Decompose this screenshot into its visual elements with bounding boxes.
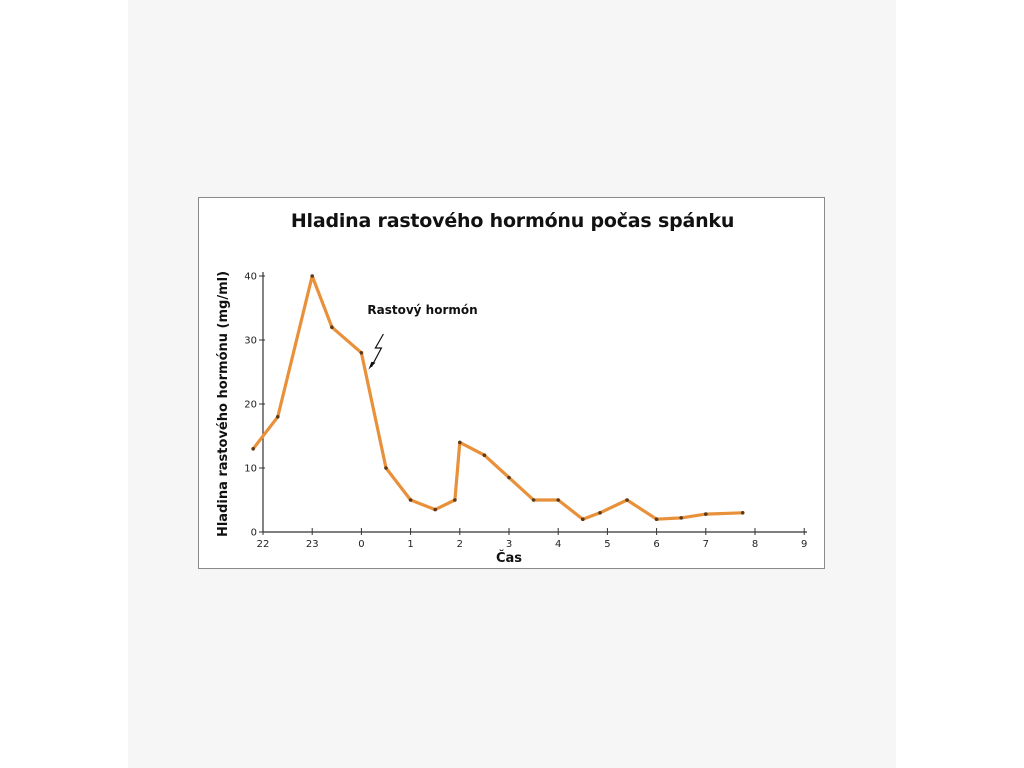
data-point bbox=[453, 498, 457, 502]
data-point bbox=[581, 517, 585, 521]
x-tick-label: 4 bbox=[555, 539, 561, 550]
axes bbox=[259, 272, 807, 535]
data-point bbox=[310, 274, 314, 278]
y-tick-label: 0 bbox=[251, 528, 257, 539]
data-point bbox=[433, 507, 437, 512]
data-point bbox=[679, 516, 683, 520]
data-point bbox=[531, 498, 536, 502]
y-axis-label: Hladina rastového hormónu (mg/ml) bbox=[216, 271, 231, 537]
y-tick-label: 20 bbox=[244, 400, 257, 411]
data-point bbox=[740, 511, 745, 515]
series-line bbox=[251, 274, 745, 521]
x-tick-label: 23 bbox=[306, 539, 319, 550]
x-tick-label: 1 bbox=[407, 539, 413, 550]
data-point bbox=[625, 498, 629, 502]
data-point bbox=[251, 447, 255, 451]
x-tick-label: 8 bbox=[752, 539, 758, 550]
x-tick-label: 2 bbox=[457, 539, 463, 550]
y-tick-label: 30 bbox=[244, 336, 257, 347]
x-tick-label: 7 bbox=[703, 539, 709, 550]
data-point bbox=[408, 498, 413, 502]
annotation-arrowhead bbox=[368, 361, 376, 370]
data-point bbox=[330, 325, 334, 329]
data-point bbox=[482, 453, 487, 457]
data-point bbox=[654, 517, 659, 521]
data-point bbox=[384, 466, 388, 470]
x-tick-label: 22 bbox=[257, 539, 270, 550]
chart-card: Hladina rastového hormónu počas spánku 0… bbox=[198, 197, 825, 569]
x-tick-label: 6 bbox=[653, 539, 659, 550]
annotation-label: Rastový hormón bbox=[367, 303, 477, 317]
x-tick-label: 0 bbox=[358, 539, 364, 550]
data-point bbox=[556, 498, 560, 502]
y-tick-label: 10 bbox=[244, 464, 257, 475]
data-point bbox=[275, 415, 280, 419]
series-group bbox=[251, 274, 745, 521]
annotation-arrow bbox=[370, 333, 384, 368]
y-tick-label: 40 bbox=[244, 272, 257, 283]
data-point bbox=[359, 351, 364, 355]
x-tick-label: 3 bbox=[506, 539, 512, 550]
x-axis-label: Čas bbox=[496, 550, 522, 566]
data-point bbox=[458, 440, 462, 445]
chart-title: Hladina rastového hormónu počas spánku bbox=[290, 210, 735, 232]
data-point bbox=[598, 511, 602, 515]
data-point bbox=[704, 512, 708, 516]
x-tick-label: 9 bbox=[801, 539, 807, 550]
data-point bbox=[507, 475, 511, 480]
x-tick-label: 5 bbox=[604, 539, 610, 550]
